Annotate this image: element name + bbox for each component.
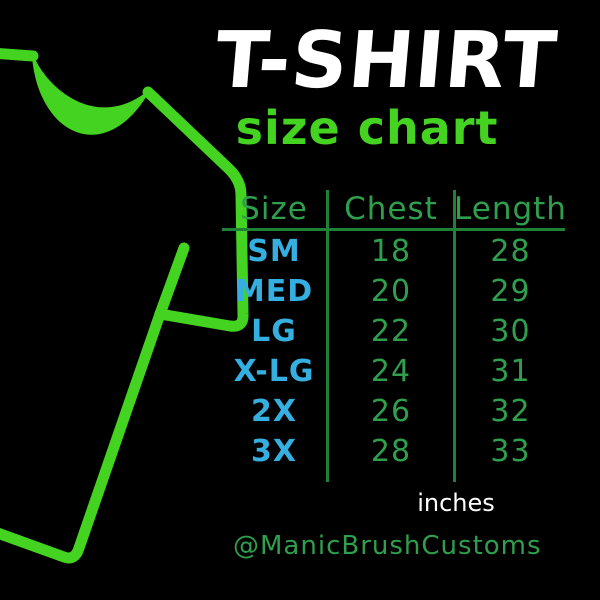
column-header-length: Length	[453, 190, 566, 231]
table-cell-chest: 22	[326, 311, 453, 351]
page-title: T-SHIRT	[211, 16, 561, 106]
table-cell-size: MED	[234, 273, 314, 309]
title-block: T-SHIRT	[200, 16, 572, 106]
table-filler	[453, 471, 565, 482]
table-cell-length: 32	[453, 391, 565, 431]
size-chart-table: Size Chest Length SM 18 28 MED 20 29 LG …	[222, 190, 566, 511]
table-cell-size: X-LG	[233, 353, 315, 389]
table-filler	[222, 471, 326, 482]
column-header-chest: Chest	[326, 190, 453, 231]
table-cell-chest: 28	[326, 431, 453, 471]
table-cell-length: 33	[453, 431, 565, 471]
credit-handle: @ManicBrushCustoms	[233, 531, 542, 561]
table-cell-length: 29	[453, 271, 565, 311]
table-cell-size: 3X	[250, 433, 297, 469]
table-cell-chest: 26	[326, 391, 453, 431]
column-header-size: Size	[222, 190, 326, 231]
page-subtitle: size chart	[235, 101, 499, 155]
table-cell-size: LG	[251, 313, 297, 349]
units-label: inches	[417, 489, 495, 517]
table-filler	[326, 471, 453, 482]
table-cell-length: 30	[453, 311, 565, 351]
table-cell-chest: 20	[326, 271, 453, 311]
table-cell-chest: 18	[326, 231, 453, 271]
table-cell-size: SM	[247, 233, 301, 269]
table-cell-chest: 24	[326, 351, 453, 391]
table-cell-length: 28	[453, 231, 565, 271]
table-cell-length: 31	[453, 351, 565, 391]
table-cell-size: 2X	[250, 393, 297, 429]
